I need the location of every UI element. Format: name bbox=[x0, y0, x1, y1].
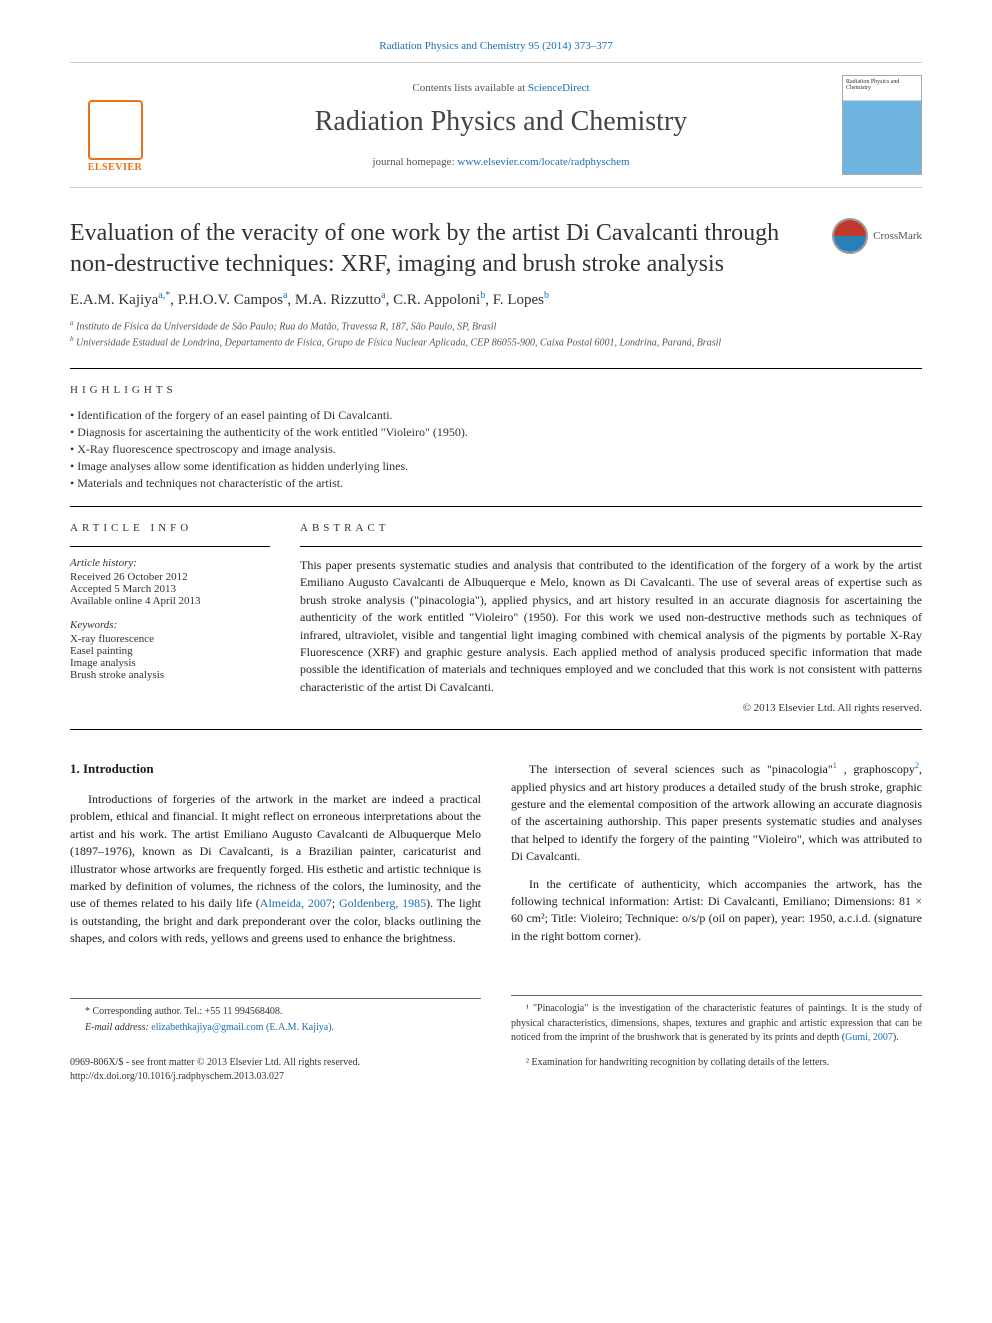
para-text: , applied physics and art history produc… bbox=[511, 762, 922, 863]
body-col-left: 1. Introduction Introductions of forgeri… bbox=[70, 760, 481, 1084]
body-col-right: The intersection of several sciences suc… bbox=[511, 760, 922, 1084]
article-page: Radiation Physics and Chemistry 95 (2014… bbox=[0, 0, 992, 1125]
keywords-block: Keywords: X-ray fluorescence Easel paint… bbox=[70, 619, 270, 681]
article-info: Article history: Received 26 October 201… bbox=[70, 557, 270, 681]
citation-link[interactable]: Radiation Physics and Chemistry 95 (2014… bbox=[379, 40, 612, 52]
highlight-item: Diagnosis for ascertaining the authentic… bbox=[70, 425, 922, 440]
elsevier-tree-icon bbox=[88, 100, 143, 160]
contents-prefix: Contents lists available at bbox=[412, 82, 527, 94]
highlight-item: Image analyses allow some identification… bbox=[70, 459, 922, 474]
keywords-label: Keywords: bbox=[70, 619, 270, 631]
homepage-prefix: journal homepage: bbox=[372, 156, 457, 168]
highlights-list: Identification of the forgery of an ease… bbox=[70, 408, 922, 491]
keyword: Brush stroke analysis bbox=[70, 669, 270, 681]
article-info-label: ARTICLE INFO bbox=[70, 522, 270, 534]
received-date: Received 26 October 2012 bbox=[70, 571, 270, 583]
abstract-label: ABSTRACT bbox=[300, 522, 922, 534]
homepage-link[interactable]: www.elsevier.com/locate/radphyschem bbox=[457, 156, 629, 168]
section-heading: 1. Introduction bbox=[70, 760, 481, 779]
highlight-item: Identification of the forgery of an ease… bbox=[70, 408, 922, 423]
divider bbox=[70, 546, 270, 547]
accepted-date: Accepted 5 March 2013 bbox=[70, 583, 270, 595]
journal-header: ELSEVIER Contents lists available at Sci… bbox=[70, 62, 922, 188]
corresponding-author: * Corresponding author. Tel.: +55 11 994… bbox=[70, 1005, 481, 1020]
author-5[interactable]: , F. Lopes bbox=[485, 292, 544, 308]
article-title: Evaluation of the veracity of one work b… bbox=[70, 218, 832, 280]
email-label: E-mail address: bbox=[85, 1022, 151, 1033]
online-date: Available online 4 April 2013 bbox=[70, 595, 270, 607]
body-paragraph: In the certificate of authenticity, whic… bbox=[511, 876, 922, 946]
author-list: E.A.M. Kajiyaa,*, P.H.O.V. Camposa, M.A.… bbox=[70, 290, 922, 309]
highlights-section: HIGHLIGHTS Identification of the forgery… bbox=[70, 384, 922, 491]
abstract-copyright: © 2013 Elsevier Ltd. All rights reserved… bbox=[300, 702, 922, 714]
abstract-text: This paper presents systematic studies a… bbox=[300, 557, 922, 696]
fn-text: ). bbox=[893, 1032, 899, 1043]
info-abstract-row: ARTICLE INFO Article history: Received 2… bbox=[70, 522, 922, 714]
divider bbox=[70, 506, 922, 507]
doi-line[interactable]: http://dx.doi.org/10.1016/j.radphyschem.… bbox=[70, 1070, 481, 1085]
footnote-2: ² Examination for handwriting recognitio… bbox=[511, 1056, 922, 1071]
issn-line: 0969-806X/$ - see front matter © 2013 El… bbox=[70, 1056, 481, 1071]
homepage-line: journal homepage: www.elsevier.com/locat… bbox=[180, 156, 822, 168]
elsevier-text: ELSEVIER bbox=[88, 162, 143, 173]
right-footnotes: ¹ "Pinacologia" is the investigation of … bbox=[511, 995, 922, 1070]
affiliation-a-text: Instituto de Física da Universidade de S… bbox=[76, 322, 496, 333]
email-line: E-mail address: elizabethkajiya@gmail.co… bbox=[70, 1021, 481, 1036]
divider bbox=[70, 368, 922, 369]
keyword: Image analysis bbox=[70, 657, 270, 669]
crossmark-icon bbox=[832, 218, 868, 254]
header-center: Contents lists available at ScienceDirec… bbox=[160, 82, 842, 168]
highlight-item: Materials and techniques not characteris… bbox=[70, 476, 922, 491]
history-label: Article history: bbox=[70, 557, 270, 569]
highlights-label: HIGHLIGHTS bbox=[70, 384, 922, 396]
para-text: ; bbox=[332, 896, 339, 910]
affiliation-a: a Instituto de Física da Universidade de… bbox=[70, 319, 922, 332]
affiliation-b: b Universidade Estadual de Londrina, Dep… bbox=[70, 335, 922, 348]
history-block: Article history: Received 26 October 201… bbox=[70, 557, 270, 607]
article-info-col: ARTICLE INFO Article history: Received 2… bbox=[70, 522, 270, 714]
top-citation[interactable]: Radiation Physics and Chemistry 95 (2014… bbox=[70, 40, 922, 52]
crossmark-label: CrossMark bbox=[873, 230, 922, 242]
elsevier-logo[interactable]: ELSEVIER bbox=[70, 78, 160, 173]
author-4[interactable]: , C.R. Appoloni bbox=[386, 292, 481, 308]
left-footnotes: * Corresponding author. Tel.: +55 11 994… bbox=[70, 998, 481, 1036]
body-columns: 1. Introduction Introductions of forgeri… bbox=[70, 760, 922, 1084]
crossmark-widget[interactable]: CrossMark bbox=[832, 218, 922, 254]
sciencedirect-link[interactable]: ScienceDirect bbox=[528, 82, 590, 94]
contents-line: Contents lists available at ScienceDirec… bbox=[180, 82, 822, 94]
body-paragraph: Introductions of forgeries of the artwor… bbox=[70, 791, 481, 948]
divider bbox=[70, 729, 922, 730]
title-row: Evaluation of the veracity of one work b… bbox=[70, 218, 922, 280]
abstract-col: ABSTRACT This paper presents systematic … bbox=[300, 522, 922, 714]
author-2[interactable]: , P.H.O.V. Campos bbox=[170, 292, 283, 308]
journal-cover-thumb[interactable]: Radiation Physics and Chemistry bbox=[842, 75, 922, 175]
keyword: X-ray fluorescence bbox=[70, 633, 270, 645]
footnote-1: ¹ "Pinacologia" is the investigation of … bbox=[511, 1002, 922, 1046]
keyword: Easel painting bbox=[70, 645, 270, 657]
body-paragraph: The intersection of several sciences suc… bbox=[511, 760, 922, 865]
affiliations: a Instituto de Física da Universidade de… bbox=[70, 319, 922, 348]
journal-name: Radiation Physics and Chemistry bbox=[180, 106, 822, 138]
author-1[interactable]: E.A.M. Kajiya bbox=[70, 292, 158, 308]
author-3[interactable]: , M.A. Rizzutto bbox=[287, 292, 381, 308]
author-5-aff: b bbox=[544, 290, 549, 301]
para-text: Introductions of forgeries of the artwor… bbox=[70, 792, 481, 910]
email-link[interactable]: elizabethkajiya@gmail.com (E.A.M. Kajiya… bbox=[151, 1022, 334, 1033]
para-text: , graphoscopy bbox=[837, 762, 915, 776]
footer-meta: 0969-806X/$ - see front matter © 2013 El… bbox=[70, 1056, 481, 1085]
cover-title: Radiation Physics and Chemistry bbox=[846, 79, 899, 91]
para-text: The intersection of several sciences suc… bbox=[529, 762, 833, 776]
affiliation-b-text: Universidade Estadual de Londrina, Depar… bbox=[76, 337, 721, 348]
highlight-item: X-Ray fluorescence spectroscopy and imag… bbox=[70, 442, 922, 457]
ref-link[interactable]: Gumi, 2007 bbox=[845, 1032, 893, 1043]
divider bbox=[300, 546, 922, 547]
ref-link[interactable]: Goldenberg, 1985 bbox=[339, 896, 426, 910]
ref-link[interactable]: Almeida, 2007 bbox=[260, 896, 332, 910]
